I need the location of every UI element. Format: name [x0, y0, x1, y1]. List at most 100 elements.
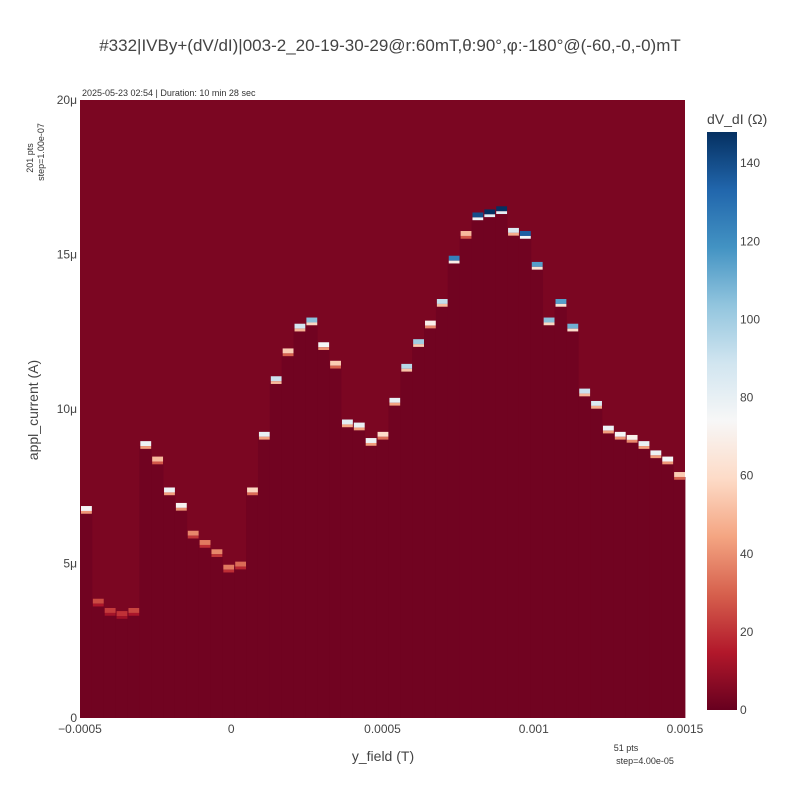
switching-peak-cell-50: [674, 472, 685, 477]
switching-peak-edge-25: [377, 436, 389, 440]
heatmap-plot-area[interactable]: [80, 100, 686, 719]
switching-peak-cell-6: [152, 456, 164, 462]
chart-title: #332|IVBy+(dV/dI)|003-2_20-19-30-29@r:60…: [99, 36, 681, 55]
heatmap-column-14: [246, 492, 259, 718]
heatmap-column-28: [412, 344, 425, 718]
switching-peak-cell-0: [81, 506, 92, 511]
heatmap-column-3: [115, 616, 128, 718]
heatmap-column-5: [139, 446, 152, 718]
switching-peak-edge-28: [413, 344, 425, 347]
switching-peak-cell-31: [448, 255, 460, 261]
colorbar-tick-label-0: 0: [740, 703, 747, 717]
heatmap-column-40: [554, 303, 567, 718]
switching-peak-edge-46: [626, 439, 638, 443]
switching-peak-edge-7: [164, 492, 175, 496]
switching-peak-edge-22: [341, 424, 353, 428]
switching-peak-cell-37: [519, 231, 531, 236]
switching-peak-cell-34: [484, 209, 496, 215]
switching-peak-cell-26: [389, 397, 401, 403]
y-axis-ticks: 0 5μ 10μ 15μ 20μ: [57, 93, 78, 725]
switching-peak-cell-49: [662, 456, 674, 462]
switching-peak-cell-17: [282, 348, 294, 354]
heatmap-column-24: [364, 442, 377, 718]
heatmap-column-22: [340, 424, 354, 718]
switching-peak-edge-4: [128, 612, 140, 616]
switching-peak-edge-0: [81, 510, 92, 514]
y-tick-label-3: 15μ: [57, 248, 77, 262]
heatmap-column-48: [649, 455, 662, 718]
switching-peak-edge-40: [555, 303, 567, 307]
switching-peak-cell-25: [377, 431, 389, 437]
switching-peak-edge-23: [353, 427, 365, 431]
switching-peak-edge-6: [152, 461, 164, 465]
switching-peak-cell-35: [496, 206, 508, 212]
colorbar-tick-label-6: 120: [740, 234, 760, 248]
switching-peak-edge-1: [92, 603, 104, 607]
switching-peak-edge-15: [258, 436, 270, 440]
heatmap-column-49: [661, 461, 674, 718]
x-tick-label-3: 0.001: [519, 722, 549, 736]
switching-peak-cell-33: [472, 212, 484, 218]
switching-peak-edge-31: [448, 260, 460, 264]
heatmap-column-36: [507, 232, 520, 718]
switching-peak-edge-27: [401, 368, 413, 372]
switching-peak-edge-16: [270, 381, 282, 384]
switching-peak-edge-18: [294, 328, 306, 332]
heatmap-column-12: [222, 569, 235, 718]
switching-peak-cell-36: [508, 227, 519, 233]
switching-peak-cell-46: [626, 434, 638, 440]
switching-peak-edge-37: [519, 235, 531, 239]
heatmap-column-33: [471, 217, 484, 719]
y-tick-label-2: 10μ: [57, 402, 77, 416]
x-tick-label-1: 0: [228, 722, 235, 736]
switching-peak-edge-30: [436, 303, 448, 307]
switching-peak-edge-11: [211, 554, 223, 558]
switching-peak-cell-18: [294, 323, 306, 329]
colorbar-tick-label-3: 60: [740, 469, 754, 483]
switching-peak-cell-43: [591, 400, 602, 406]
switching-peak-edge-42: [579, 393, 591, 397]
switching-peak-edge-33: [472, 217, 484, 221]
switching-peak-cell-29: [425, 320, 436, 326]
switching-peak-cell-15: [258, 431, 270, 437]
switching-peak-edge-36: [508, 232, 519, 236]
switching-peak-cell-13: [235, 561, 247, 567]
switching-peak-edge-21: [330, 365, 341, 369]
switching-peak-cell-12: [223, 564, 235, 570]
heatmap-column-4: [127, 612, 140, 718]
switching-peak-cell-27: [401, 363, 413, 369]
heatmap-column-25: [376, 436, 389, 718]
switching-peak-cell-1: [92, 598, 104, 604]
switching-peak-cell-14: [247, 487, 258, 493]
chart-subtitle: 2025-05-23 02:54 | Duration: 10 min 28 s…: [82, 88, 256, 98]
switching-peak-cell-42: [579, 388, 591, 394]
heatmap-column-2: [103, 612, 116, 718]
y-tick-label-0: 0: [70, 711, 77, 725]
colorbar-tick-label-4: 80: [740, 391, 754, 405]
switching-peak-edge-3: [116, 616, 128, 619]
switching-peak-cell-30: [436, 298, 448, 304]
switching-peak-cell-8: [175, 502, 187, 508]
switching-peak-cell-19: [306, 317, 318, 323]
heatmap-column-34: [483, 214, 496, 718]
switching-peak-cell-4: [128, 607, 140, 613]
switching-peak-edge-2: [104, 612, 116, 616]
switching-peak-cell-39: [543, 317, 555, 323]
heatmap-column-27: [400, 368, 413, 718]
heatmap-column-15: [257, 436, 271, 718]
heatmap-column-47: [637, 446, 650, 718]
switching-peak-edge-43: [591, 405, 602, 409]
heatmap-column-16: [269, 381, 283, 718]
switching-peak-edge-8: [175, 507, 187, 511]
x-tick-label-0: −0.0005: [58, 722, 102, 736]
colorbar: [707, 132, 737, 710]
heatmap-column-23: [352, 427, 366, 718]
x-axis-label: y_field (T): [352, 748, 414, 764]
y-points-count: 201 pts: [25, 143, 35, 173]
y-tick-label-4: 20μ: [57, 93, 77, 107]
y-axis-label: appl_current (A): [25, 360, 41, 460]
colorbar-tick-label-1: 20: [740, 625, 754, 639]
heatmap-column-20: [317, 347, 330, 718]
switching-peak-cell-21: [330, 360, 341, 366]
switching-peak-edge-29: [425, 325, 436, 329]
